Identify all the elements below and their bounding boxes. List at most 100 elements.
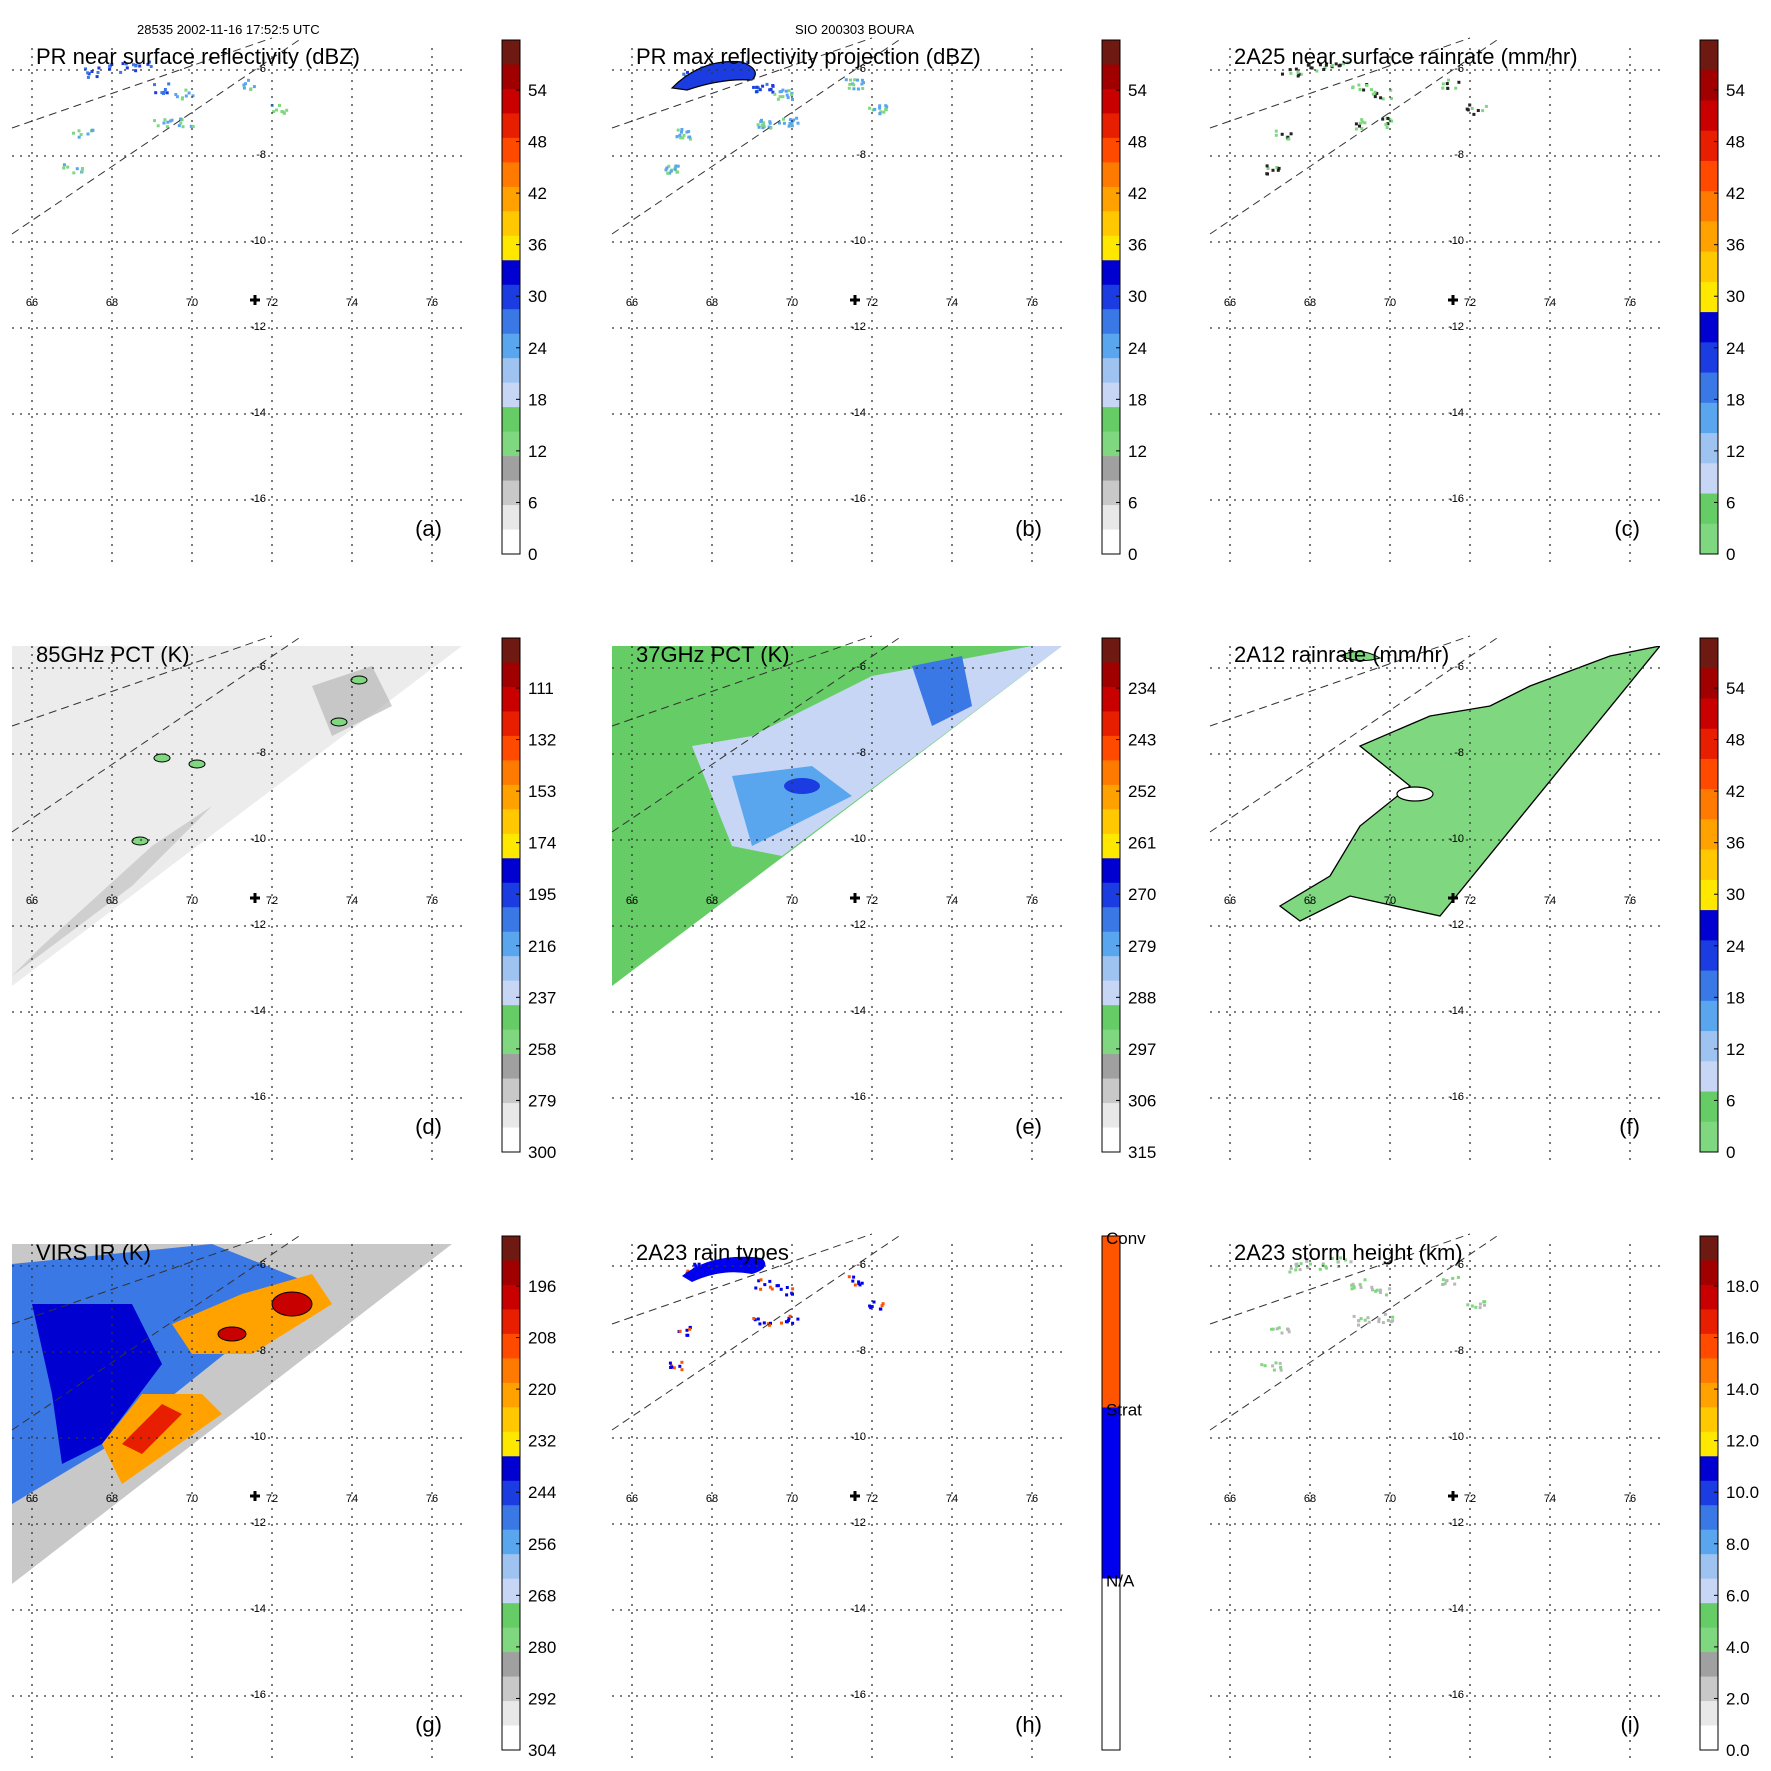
field-layer [62, 60, 289, 175]
field-pixel [873, 107, 877, 111]
colorbar-segment [1700, 312, 1718, 343]
rain-gap [1396, 786, 1434, 802]
longitude-label: 68 [706, 297, 718, 309]
field-layer [12, 1244, 452, 1584]
latitude-label: -16 [1448, 1689, 1464, 1701]
colorbar-segment [1700, 1000, 1718, 1032]
longitude-label: 68 [106, 895, 118, 907]
swath-edge-line [611, 37, 873, 129]
field-pixel [80, 169, 84, 173]
field-pixel [1308, 1262, 1312, 1266]
field-layer [1260, 1256, 1487, 1372]
field-pixel [175, 95, 179, 99]
colorbar-label: 42 [1726, 184, 1745, 203]
latitude-label: -6 [256, 1259, 266, 1271]
field-pixel [1441, 82, 1445, 86]
longitude-label: 72 [866, 297, 878, 309]
field-pixel [675, 135, 679, 139]
panel-letter: (c) [1614, 516, 1640, 541]
colorbar-segment [502, 1054, 520, 1080]
field-pixel [1367, 1320, 1371, 1324]
colorbar-segment [502, 1603, 520, 1629]
field-layer [612, 646, 1062, 986]
field-pixel [177, 124, 181, 128]
field-pixel [275, 108, 278, 112]
field-pixel [785, 93, 789, 97]
rain-area [1338, 651, 1382, 662]
panel-letter: (d) [415, 1114, 442, 1139]
field-pixel [852, 83, 856, 87]
colorbar-segment [1102, 686, 1120, 712]
panel-i: 66 68 70 72 74 76 -6 -8 -10 -12 -14 -16 2A23 storm h… [1209, 1233, 1759, 1764]
field-pixel [1324, 1265, 1328, 1269]
field-pixel [1386, 1318, 1390, 1322]
field-pixel [847, 86, 851, 90]
colorbar: 111 132 153 174 195 216 237 258 279 300 [501, 637, 556, 1162]
field-pixel [780, 1321, 783, 1325]
colorbar-segment [1102, 1005, 1120, 1031]
colorbar-label: 6 [1726, 1091, 1735, 1110]
field-pixel [685, 130, 689, 134]
field-pixel [149, 65, 153, 68]
field-pixel [680, 1360, 684, 1364]
field-pixel [1386, 122, 1390, 126]
colorbar-label: 24 [1726, 339, 1745, 358]
latitude-label: -16 [850, 1689, 866, 1701]
panel-letter: (i) [1620, 1712, 1640, 1737]
field-pixel [1388, 117, 1392, 121]
field-pixel [252, 85, 256, 89]
longitude-label: 66 [1224, 895, 1236, 907]
field-pixel [162, 121, 166, 125]
field-pixel [1445, 82, 1449, 86]
field-pixel [1354, 122, 1358, 126]
field-pixel [1375, 1288, 1379, 1292]
field-pixel [108, 67, 112, 71]
field-pixel [669, 1366, 673, 1369]
field-pixel [688, 1327, 692, 1331]
colorbar-segment [502, 1554, 520, 1580]
colorbar-label: 280 [528, 1638, 556, 1657]
field-pixel [1354, 127, 1358, 131]
panel-title: 37GHz PCT (K) [636, 642, 790, 667]
colorbar-segment [1700, 1505, 1718, 1531]
longitude-label: 72 [866, 1493, 878, 1505]
colorbar-label: 48 [528, 133, 547, 152]
swath-edge-line [1209, 635, 1501, 833]
colorbar-frame [1699, 1235, 1719, 1751]
field-pixel [1296, 70, 1300, 74]
colorbar-segment [1700, 940, 1718, 972]
latitude-label: -8 [856, 1345, 866, 1357]
swath-edge-line [11, 1233, 273, 1325]
field-pixel [1361, 120, 1365, 124]
colorbar-segment [1700, 819, 1718, 851]
field-pixel [1377, 1317, 1381, 1321]
colorbar-label: 24 [1128, 339, 1147, 358]
field-pixel [1281, 72, 1284, 76]
panel-title: PR near surface reflectivity (dBZ) [36, 44, 360, 69]
latitude-label: -10 [250, 235, 266, 247]
storm-center-icon [250, 1491, 260, 1501]
colorbar-label: 243 [1128, 731, 1156, 750]
colorbar: 54 48 42 36 30 24 18 12 6 0 [1699, 39, 1745, 564]
colorbar-segment [1102, 505, 1120, 531]
colorbar-segment [1700, 523, 1718, 555]
field-pixel [672, 1366, 676, 1370]
colorbar-segment [1700, 1431, 1718, 1457]
field-pixel [857, 1280, 861, 1284]
longitude-label: 66 [26, 1493, 38, 1505]
colorbar-frame [1101, 39, 1121, 555]
field-pixel [760, 123, 764, 127]
colorbar-segment [502, 260, 520, 286]
field-pixel [781, 88, 785, 92]
colorbar-label: 174 [528, 834, 556, 853]
field-pixel [1271, 1327, 1275, 1331]
field-pixel [1481, 109, 1485, 113]
field-pixel [132, 63, 135, 67]
field-pixel [857, 1282, 861, 1286]
field-pixel [1456, 1275, 1460, 1279]
field-pixel [1359, 1285, 1363, 1289]
longitude-label: 68 [106, 297, 118, 309]
colorbar-segment [1102, 1578, 1120, 1750]
colorbar-segment [1102, 1127, 1120, 1153]
colorbar-segment [1102, 931, 1120, 957]
